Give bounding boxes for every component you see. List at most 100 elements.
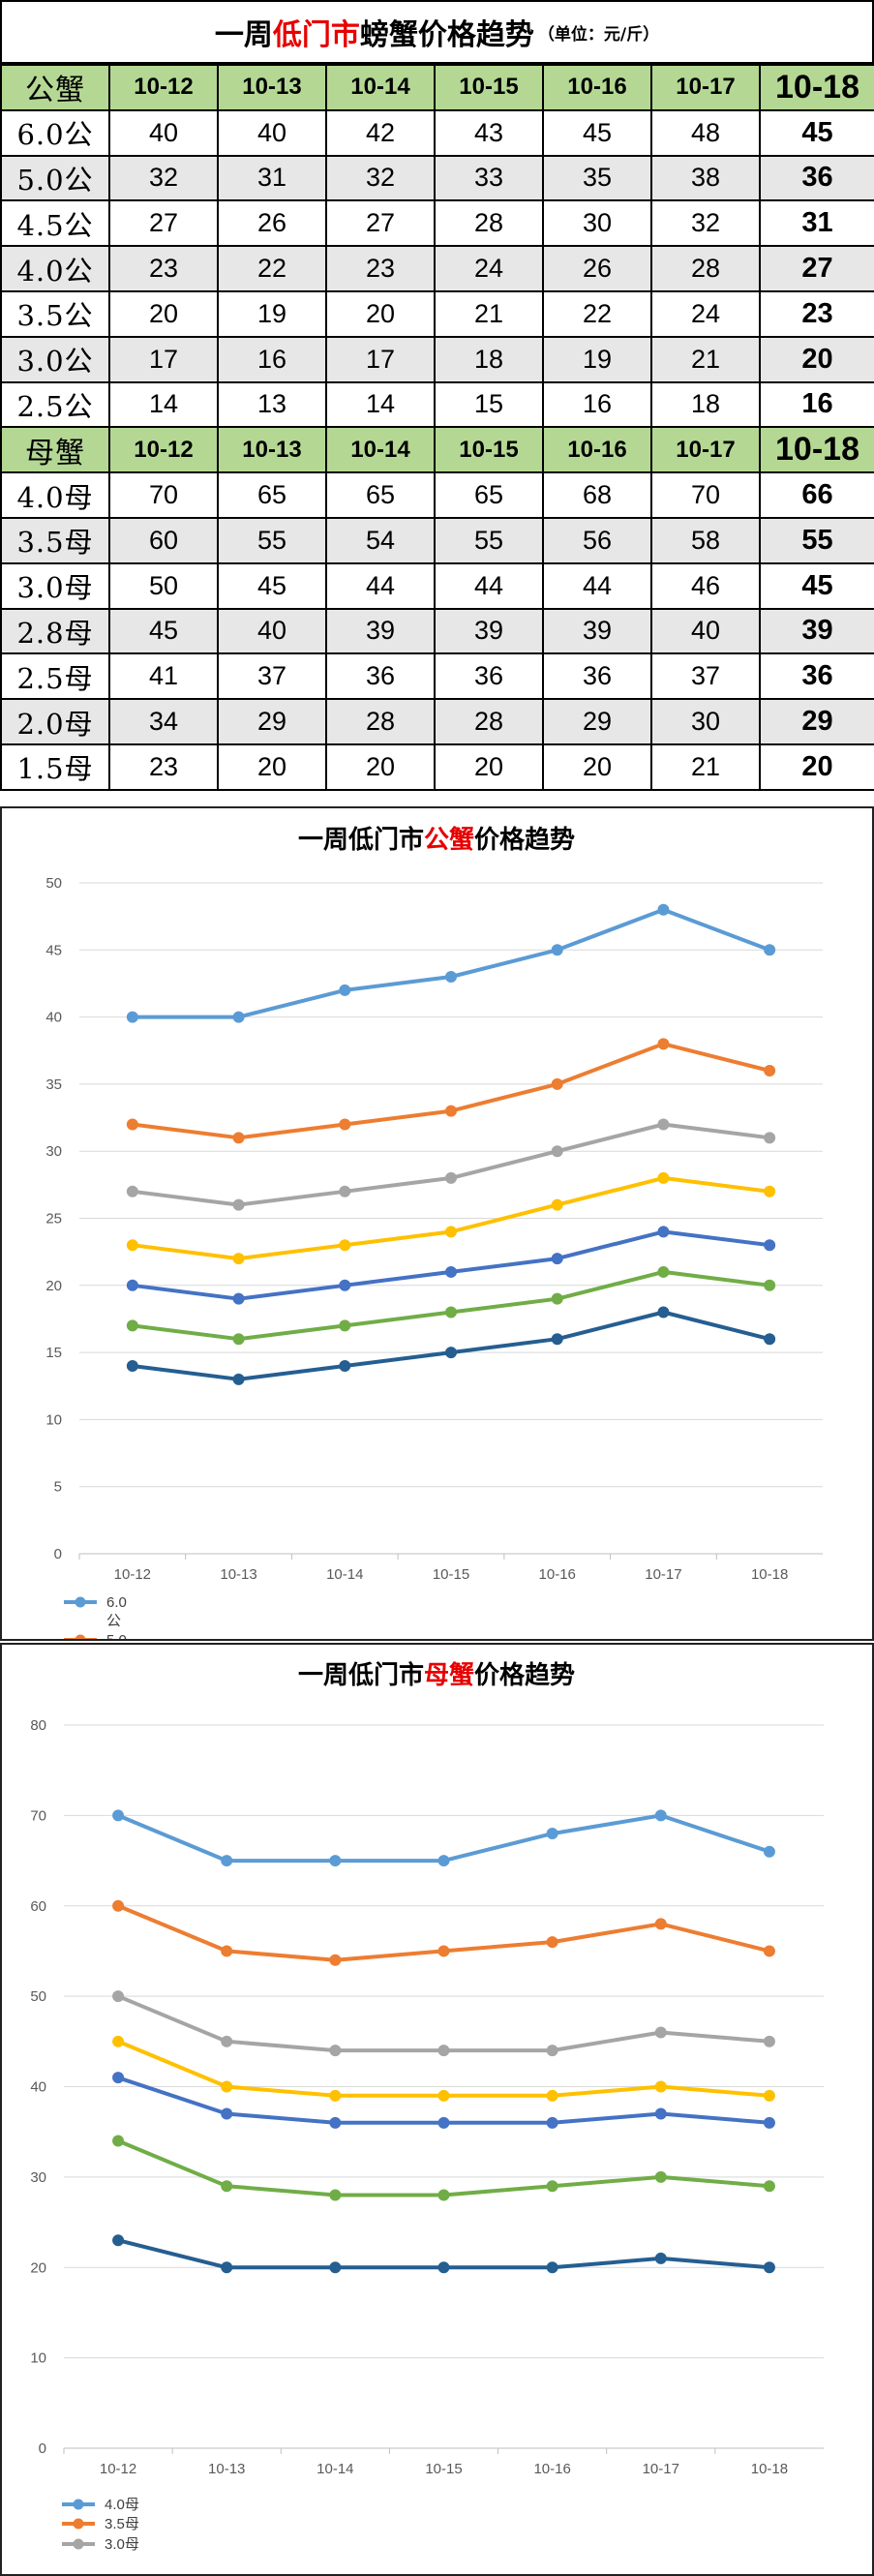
price-cell: 14 — [325, 380, 436, 429]
data-point — [339, 1239, 351, 1252]
data-point — [112, 1990, 125, 2003]
row-label-cell: 3.5公 — [0, 289, 110, 338]
data-point — [763, 1845, 775, 1858]
price-cell: 65 — [325, 471, 436, 519]
price-cell: 40 — [217, 607, 327, 655]
row-label-cell: 2.8母 — [0, 607, 110, 655]
price-cell: 65 — [434, 471, 544, 519]
price-cell: 45 — [108, 607, 219, 655]
data-point — [232, 1253, 245, 1265]
x-tick-label: 10-15 — [433, 1566, 469, 1583]
series-line — [130, 1229, 772, 1301]
price-cell: 20 — [325, 289, 436, 338]
data-point — [764, 944, 776, 956]
price-cell: 46 — [650, 561, 761, 610]
chart-title-part: 一周低门市 — [298, 1660, 424, 1690]
price-cell: 55 — [434, 516, 544, 564]
legend-label: 3.0母 — [105, 2536, 139, 2553]
data-point — [654, 2170, 667, 2183]
price-cell: 34 — [108, 698, 219, 745]
data-point — [654, 2107, 667, 2120]
row-label-cell: 1.5母 — [0, 742, 110, 791]
price-cell: 32 — [108, 154, 219, 202]
price-cell: 54 — [325, 516, 436, 564]
data-point — [232, 1333, 245, 1346]
price-cell: 32 — [650, 199, 761, 248]
y-tick-label: 35 — [45, 1076, 62, 1093]
page-title: 一周 低门市 螃蟹价格趋势 （单位：元/斤） — [0, 0, 874, 64]
data-point — [546, 1828, 558, 1840]
price-cell: 37 — [650, 652, 761, 701]
female-price-row: 3.0母 50 45 44 44 44 46 45 — [0, 561, 874, 610]
data-point — [551, 1077, 563, 1090]
data-point — [654, 2026, 667, 2039]
price-cell: 40 — [217, 108, 327, 157]
data-point — [437, 2089, 450, 2102]
price-cell: 16 — [217, 335, 327, 383]
price-cell: 28 — [434, 698, 544, 745]
data-point — [232, 1011, 245, 1023]
data-point — [232, 1373, 245, 1385]
row-label-cell: 6.0公 — [0, 108, 110, 157]
row-label-cell: 公蟹 — [0, 64, 110, 111]
female-price-row: 3.5母 60 55 54 55 56 58 55 — [0, 516, 874, 564]
price-cell: 27 — [108, 199, 219, 248]
chart-title-part: 价格趋势 — [474, 1660, 575, 1690]
row-label-cell: 4.0母 — [0, 471, 110, 519]
chart-title: 一周低门市公蟹价格趋势 — [298, 825, 575, 855]
row-label-cell: 4.0公 — [0, 245, 110, 292]
price-cell: 16 — [759, 380, 874, 429]
series-line — [130, 907, 772, 1019]
price-cell: 70 — [650, 471, 761, 519]
y-tick-label: 20 — [45, 1278, 62, 1294]
price-cell: 60 — [108, 516, 219, 564]
price-cell: 45 — [217, 561, 327, 610]
data-point — [329, 1855, 342, 1867]
row-label-cell: 母蟹 — [0, 426, 110, 474]
data-point — [329, 2261, 342, 2274]
price-cell: 36 — [759, 154, 874, 202]
data-point — [551, 1333, 563, 1346]
price-cell: 20 — [759, 335, 874, 383]
data-point — [654, 1809, 667, 1822]
female-price-row: 1.5母 23 20 20 20 20 21 20 — [0, 742, 874, 791]
price-cell: 27 — [759, 245, 874, 292]
legend-marker — [73, 2499, 84, 2510]
price-cell: 41 — [108, 652, 219, 701]
data-point — [551, 944, 563, 956]
price-cell: 55 — [759, 516, 874, 564]
price-cell: 28 — [650, 245, 761, 292]
male-price-row: 2.5公 14 13 14 15 16 18 16 — [0, 380, 874, 429]
price-cell: 10-12 — [108, 426, 219, 474]
data-point — [546, 2045, 558, 2057]
y-tick-label: 5 — [54, 1479, 62, 1496]
data-point — [763, 2035, 775, 2047]
price-cell: 20 — [108, 289, 219, 338]
y-tick-label: 80 — [30, 1717, 46, 1734]
price-cell: 29 — [217, 698, 327, 745]
chart-title-part: 母蟹 — [424, 1660, 474, 1690]
price-cell: 44 — [434, 561, 544, 610]
data-point — [657, 1265, 670, 1278]
price-cell: 44 — [542, 561, 652, 610]
male-crab-chart: 一周低门市公蟹价格趋势 0 5 10 15 20 25 30 35 40 45 50 10-12 10-1… — [0, 806, 874, 1641]
legend-label: 5.0 — [106, 1632, 127, 1639]
female-price-row: 2.8母 45 40 39 39 39 40 39 — [0, 607, 874, 655]
price-cell: 42 — [325, 108, 436, 157]
price-cell: 28 — [325, 698, 436, 745]
price-cell: 66 — [759, 471, 874, 519]
price-cell: 20 — [542, 742, 652, 791]
price-cell: 37 — [217, 652, 327, 701]
price-cell: 18 — [650, 380, 761, 429]
data-point — [764, 1279, 776, 1291]
title-prefix: 一周 — [214, 18, 273, 52]
price-cell: 10-16 — [542, 426, 652, 474]
data-point — [329, 2089, 342, 2102]
chart-title-part: 价格趋势 — [474, 825, 575, 855]
price-cell: 28 — [434, 199, 544, 248]
data-point — [654, 2252, 667, 2264]
data-point — [232, 1292, 245, 1305]
price-cell: 23 — [108, 742, 219, 791]
legend-label: 4.0母 — [105, 2497, 139, 2513]
data-point — [437, 2261, 450, 2274]
